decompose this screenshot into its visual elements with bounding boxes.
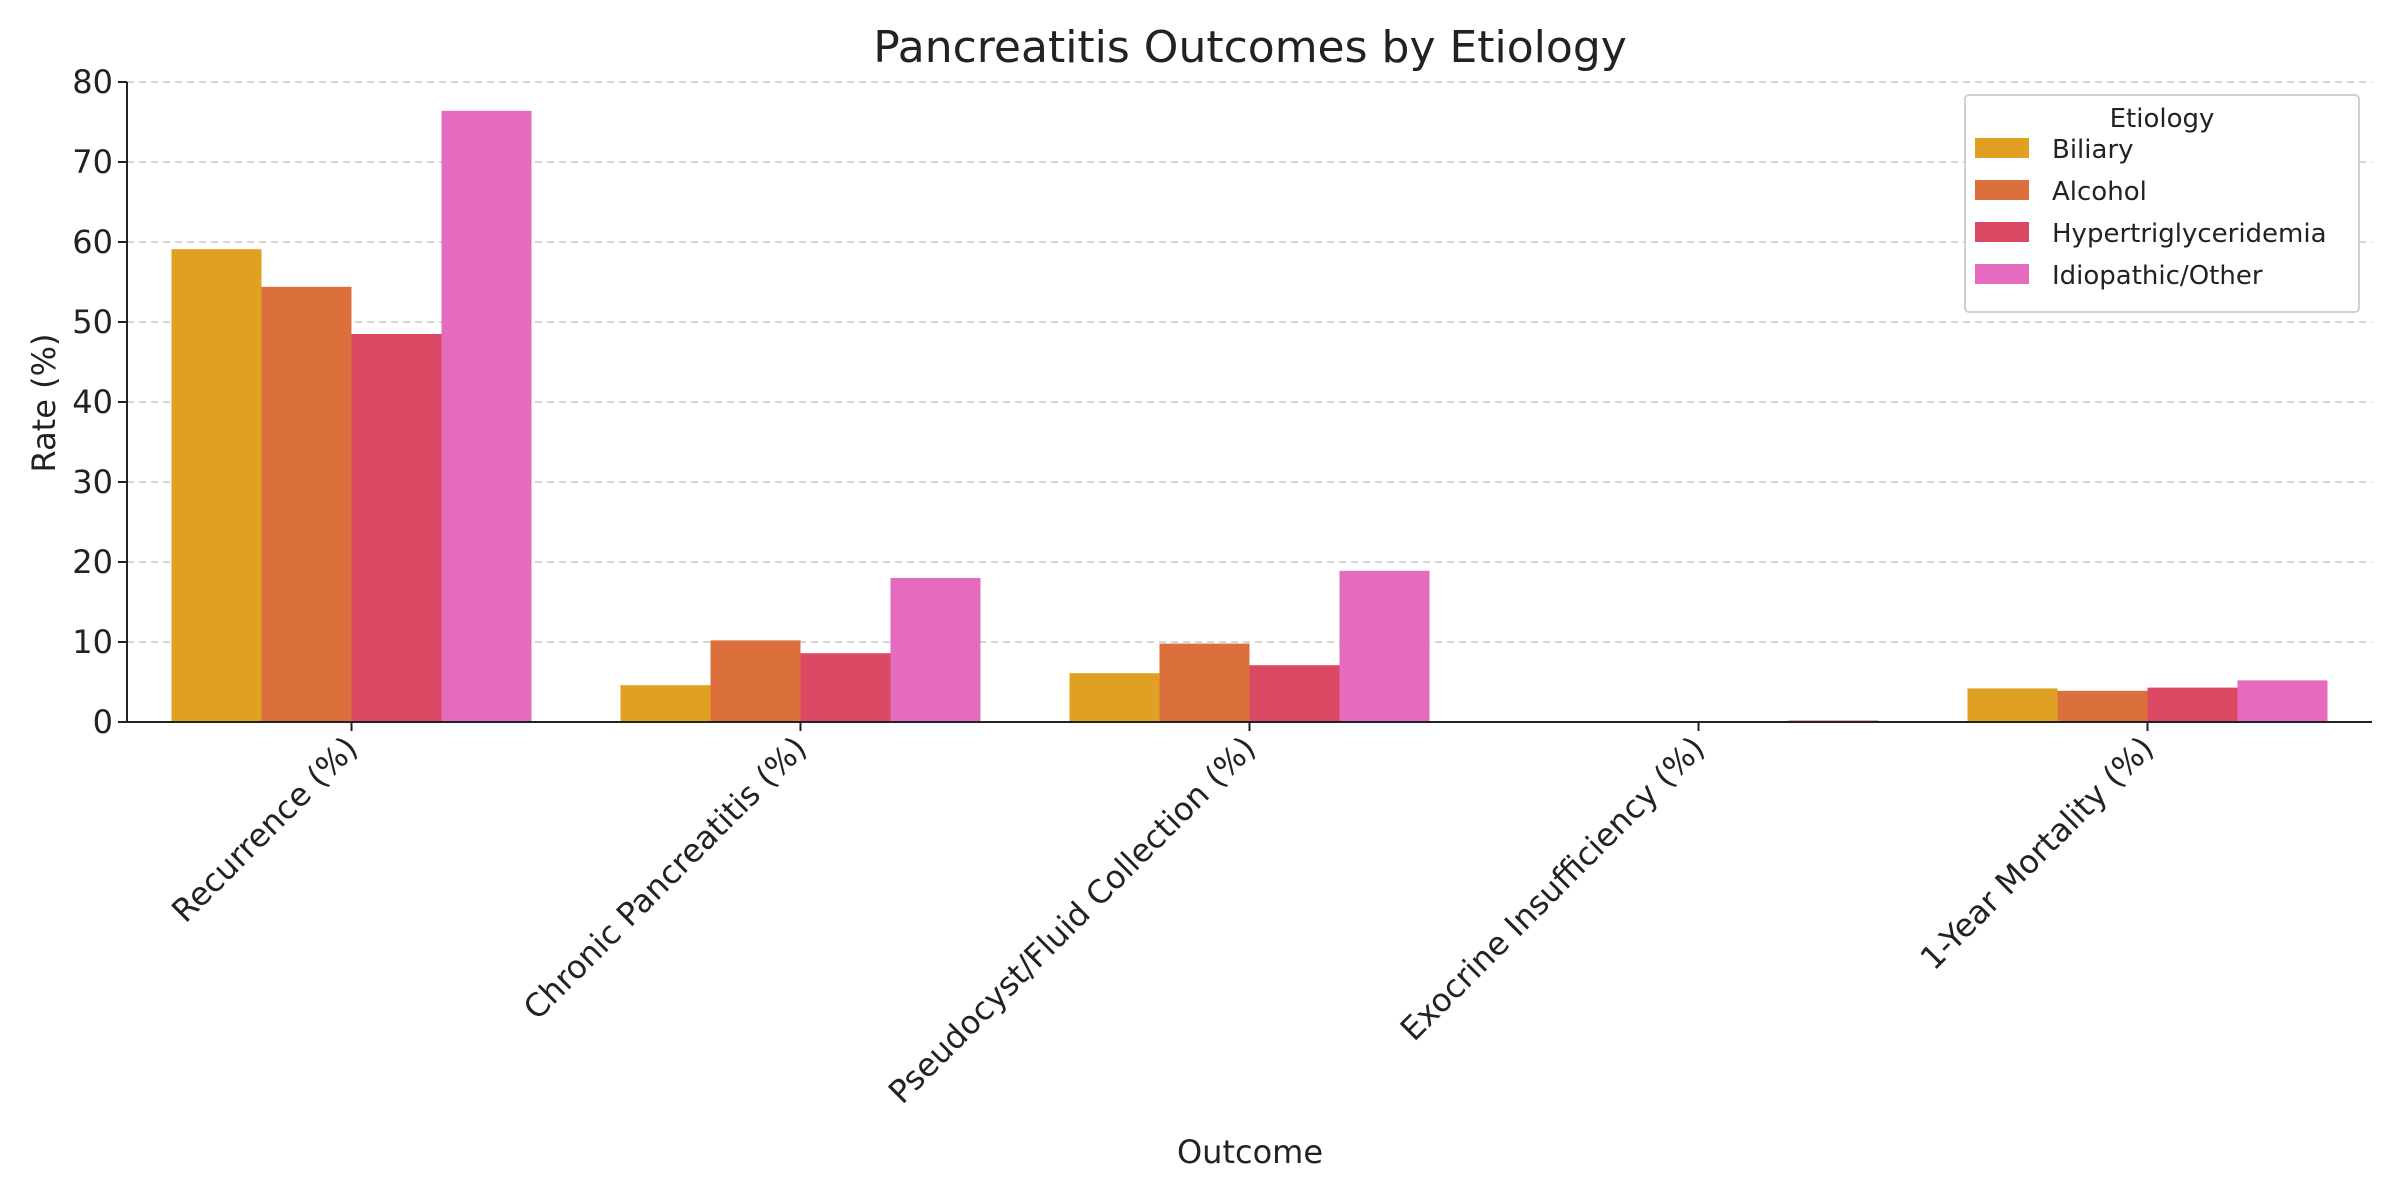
legend-swatch — [1975, 138, 2029, 158]
y-tick-label: 80 — [72, 63, 113, 101]
x-tick-label: Pseudocyst/Fluid Collection (%) — [881, 729, 1263, 1111]
legend-swatch — [1975, 222, 2029, 242]
x-tick-label: Chronic Pancreatitis (%) — [516, 729, 814, 1027]
legend-label: Alcohol — [2052, 177, 2147, 207]
legend-title: Etiology — [2110, 104, 2215, 134]
bar — [2057, 690, 2148, 722]
y-tick-label: 70 — [72, 143, 113, 181]
bar — [2147, 687, 2238, 722]
legend-label: Hypertriglyceridemia — [2052, 219, 2327, 249]
legend-label: Idiopathic/Other — [2052, 261, 2263, 291]
bar — [1339, 570, 1430, 722]
y-tick-label: 40 — [72, 383, 113, 421]
y-tick-label: 10 — [72, 623, 113, 661]
bar — [620, 685, 711, 722]
chart-title: Pancreatitis Outcomes by Etiology — [873, 22, 1627, 73]
y-tick-label: 30 — [72, 463, 113, 501]
bar — [2237, 680, 2328, 722]
bar — [1967, 688, 2058, 722]
legend-swatch — [1975, 180, 2029, 200]
x-tick-label: Exocrine Insufficiency (%) — [1393, 729, 1712, 1048]
bar — [800, 653, 891, 722]
legend-swatch — [1975, 264, 2029, 284]
y-tick-label: 60 — [72, 223, 113, 261]
legend-frame — [1964, 94, 2360, 313]
legend: Etiology Biliary Alcohol Hypertriglyceride… — [1964, 94, 2360, 313]
y-tick-label: 0 — [93, 703, 113, 741]
bars — [171, 110, 2328, 723]
bar — [890, 578, 981, 722]
bar — [710, 640, 801, 722]
bar — [261, 286, 352, 722]
bar — [1069, 673, 1160, 722]
bar — [1249, 665, 1340, 722]
bar — [351, 334, 442, 722]
y-axis-label: Rate (%) — [25, 334, 63, 473]
bar — [1159, 643, 1250, 722]
legend-label: Biliary — [2052, 135, 2134, 165]
x-tick-label: Recurrence (%) — [164, 729, 365, 930]
bar — [171, 249, 262, 722]
x-axis-label: Outcome — [1177, 1133, 1323, 1171]
axes — [118, 81, 2372, 731]
bar — [441, 110, 532, 723]
y-tick-label: 50 — [72, 303, 113, 341]
x-tick-label: 1-Year Mortality (%) — [1913, 729, 2161, 977]
y-tick-label: 20 — [72, 543, 113, 581]
